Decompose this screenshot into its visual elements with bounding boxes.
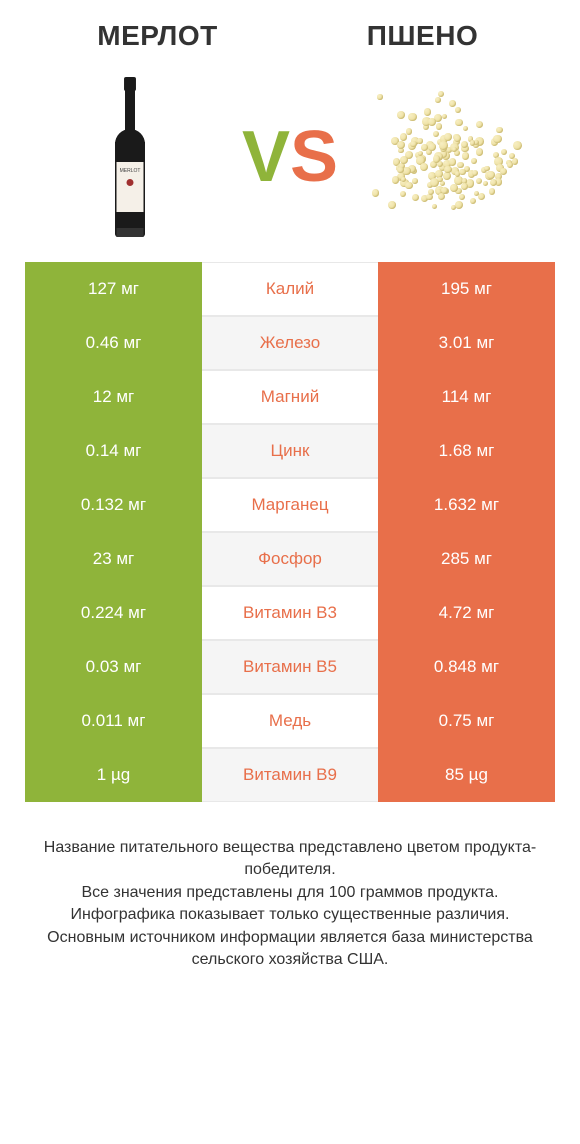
nutrient-name-cell: Марганец xyxy=(202,478,378,532)
right-value-cell: 114 мг xyxy=(378,370,555,424)
header-left: МЕРЛОТ xyxy=(25,20,290,52)
wine-bottle-icon: MERLOT xyxy=(112,77,148,237)
right-value-cell: 0.75 мг xyxy=(378,694,555,748)
table-row: 12 мгМагний114 мг xyxy=(25,370,555,424)
table-row: 0.011 мгМедь0.75 мг xyxy=(25,694,555,748)
nutrient-name-cell: Железо xyxy=(202,316,378,370)
table-row: 127 мгКалий195 мг xyxy=(25,262,555,316)
vs-badge: VS xyxy=(230,116,350,198)
nutrient-name-cell: Цинк xyxy=(202,424,378,478)
right-value-cell: 195 мг xyxy=(378,262,555,316)
right-value-cell: 4.72 мг xyxy=(378,586,555,640)
table-row: 23 мгФосфор285 мг xyxy=(25,532,555,586)
nutrient-name-cell: Витамин B9 xyxy=(202,748,378,802)
footnote-line: Все значения представлены для 100 граммо… xyxy=(25,882,555,904)
nutrient-name-cell: Витамин B5 xyxy=(202,640,378,694)
left-value-cell: 0.14 мг xyxy=(25,424,202,478)
nutrition-table: 127 мгКалий195 мг0.46 мгЖелезо3.01 мг12 … xyxy=(0,262,580,802)
header: МЕРЛОТ ПШЕНО xyxy=(0,0,580,72)
vs-letter-v: V xyxy=(242,117,290,197)
nutrient-name-cell: Магний xyxy=(202,370,378,424)
left-value-cell: 0.132 мг xyxy=(25,478,202,532)
left-value-cell: 0.46 мг xyxy=(25,316,202,370)
table-row: 1 µgВитамин B985 µg xyxy=(25,748,555,802)
table-row: 0.46 мгЖелезо3.01 мг xyxy=(25,316,555,370)
table-row: 0.224 мгВитамин B34.72 мг xyxy=(25,586,555,640)
nutrient-name-cell: Фосфор xyxy=(202,532,378,586)
left-value-cell: 0.224 мг xyxy=(25,586,202,640)
table-row: 0.03 мгВитамин B50.848 мг xyxy=(25,640,555,694)
right-value-cell: 1.632 мг xyxy=(378,478,555,532)
nutrient-name-cell: Калий xyxy=(202,262,378,316)
nutrient-name-cell: Медь xyxy=(202,694,378,748)
table-row: 0.14 мгЦинк1.68 мг xyxy=(25,424,555,478)
right-value-cell: 85 µg xyxy=(378,748,555,802)
left-value-cell: 0.03 мг xyxy=(25,640,202,694)
footnote-line: Название питательного вещества представл… xyxy=(25,837,555,882)
footnote-line: Инфографика показывает только существенн… xyxy=(25,904,555,926)
left-value-cell: 0.011 мг xyxy=(25,694,202,748)
table-row: 0.132 мгМарганец1.632 мг xyxy=(25,478,555,532)
right-value-cell: 0.848 мг xyxy=(378,640,555,694)
footnote: Название питательного вещества представл… xyxy=(0,802,580,971)
footnote-line: Основным источником информации является … xyxy=(25,927,555,972)
right-value-cell: 1.68 мг xyxy=(378,424,555,478)
left-image-slot: MERLOT xyxy=(30,77,230,237)
left-product-title: МЕРЛОТ xyxy=(25,20,290,52)
left-value-cell: 23 мг xyxy=(25,532,202,586)
vs-letter-s: S xyxy=(290,117,338,197)
right-value-cell: 3.01 мг xyxy=(378,316,555,370)
millet-icon xyxy=(375,87,525,227)
nutrient-name-cell: Витамин B3 xyxy=(202,586,378,640)
right-value-cell: 285 мг xyxy=(378,532,555,586)
right-image-slot xyxy=(350,87,550,227)
left-value-cell: 12 мг xyxy=(25,370,202,424)
product-images-row: MERLOT VS xyxy=(0,72,580,262)
right-product-title: ПШЕНО xyxy=(290,20,555,52)
left-value-cell: 1 µg xyxy=(25,748,202,802)
left-value-cell: 127 мг xyxy=(25,262,202,316)
header-right: ПШЕНО xyxy=(290,20,555,52)
